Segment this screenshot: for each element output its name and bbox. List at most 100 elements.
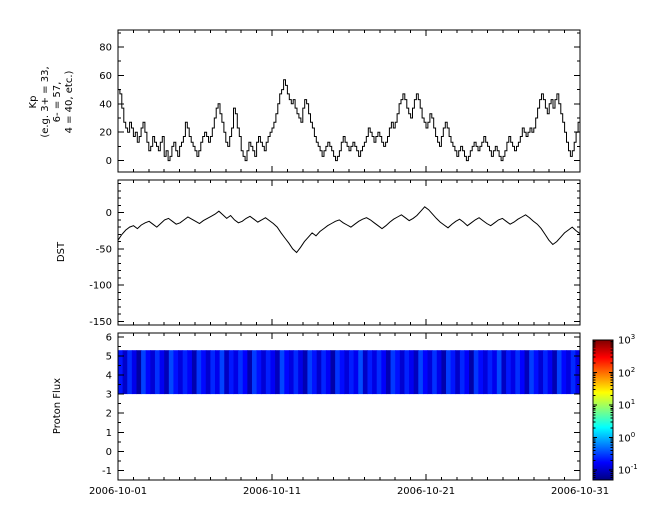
kp-axes-box [117, 29, 581, 173]
flux-column [575, 350, 581, 395]
y-tick-label: 40 [99, 99, 112, 110]
flux-column [127, 350, 133, 395]
flux-column [390, 350, 396, 395]
y-tick-label: 1 [106, 428, 112, 439]
flux-column [321, 350, 327, 395]
y-tick-label: 2 [106, 409, 112, 420]
flux-column [187, 350, 193, 395]
flux-column [556, 350, 563, 395]
x-tick-label-2: 2006-10-11 [242, 486, 302, 497]
flux-column [215, 350, 221, 395]
y-tick-label: 0 [106, 208, 112, 219]
flux-column [182, 350, 188, 395]
flux-column [307, 350, 313, 395]
y-tick-label: 0 [106, 447, 112, 458]
flux-column [385, 350, 392, 395]
colorbar-tick-label: 101 [618, 398, 636, 412]
flux-column [210, 350, 216, 395]
flux-column [367, 350, 373, 395]
flux-column [510, 350, 516, 395]
y-tick-label: 4 [106, 371, 112, 382]
dst-panel: 0 -50 -100 -150 [89, 179, 581, 328]
flux-column [224, 350, 230, 395]
flux-column [459, 350, 465, 395]
y-tick-label: -50 [96, 244, 112, 255]
flux-column [228, 350, 234, 395]
flux-column [501, 350, 507, 395]
flux-column [196, 350, 202, 395]
flux-column [404, 350, 410, 395]
flux-column [154, 350, 161, 395]
flux-column [131, 350, 137, 395]
flux-column [298, 350, 304, 395]
kp-axis-label: Kp (e.g. 3+ = 33, 6- = 57, 4 = 40, etc.) [28, 66, 75, 138]
flux-column [506, 350, 512, 395]
flux-column [265, 350, 271, 395]
flux-column [422, 350, 429, 395]
flux-column [533, 350, 539, 395]
flux-column [284, 350, 290, 395]
flux-column [251, 350, 258, 395]
flux-column [293, 350, 299, 395]
flux-column [339, 350, 345, 395]
flux-column [469, 350, 475, 395]
flux-column [543, 350, 549, 395]
flux-column [473, 350, 479, 395]
flux-column [219, 350, 225, 395]
colorbar-gradient [593, 340, 613, 480]
colorbar-tick-label: 102 [618, 365, 636, 379]
flux-column [561, 350, 567, 395]
flux-column [256, 350, 262, 395]
flux-column [492, 350, 498, 395]
flux-column [242, 350, 248, 395]
flux-column [482, 350, 489, 395]
flux-column [547, 350, 553, 395]
flux-column [538, 350, 544, 395]
flux-column [330, 350, 336, 395]
flux-column [566, 350, 572, 395]
y-tick-label: 20 [99, 128, 112, 139]
y-tick-label: 5 [106, 351, 112, 362]
flux-column [353, 350, 359, 395]
flux-column [362, 350, 368, 395]
kp-line [118, 79, 580, 162]
flux-column [515, 350, 521, 395]
flux-column [270, 350, 276, 395]
flux-column [399, 350, 405, 395]
flux-column [288, 350, 295, 395]
kp-panel: 0 20 40 60 80 [99, 29, 581, 173]
colorbar-tick-label: 10-1 [618, 463, 638, 477]
flux-column [413, 350, 419, 395]
y-tick-label: -150 [89, 317, 112, 328]
flux-column [316, 350, 322, 395]
flux-column [233, 350, 239, 395]
flux-column [191, 350, 198, 395]
flux-column [432, 350, 438, 395]
colorbar [592, 339, 614, 481]
flux-column [164, 350, 170, 395]
flux-column [372, 350, 378, 395]
dst-axis-label: DST [56, 241, 67, 263]
flux-column [436, 350, 442, 395]
flux-column [173, 350, 179, 395]
flux-column [178, 350, 184, 395]
x-tick-label-1: 2006-10-01 [88, 486, 148, 497]
x-tick-label-3: 2006-10-21 [396, 486, 456, 497]
y-tick-label: 3 [106, 390, 112, 401]
y-tick-label: 60 [99, 71, 112, 82]
flux-column [279, 350, 285, 395]
flux-column [427, 350, 433, 395]
flux-column [446, 350, 452, 395]
flux-column [122, 350, 128, 395]
flux-column [376, 350, 382, 395]
colorbar-tick-label: 100 [618, 430, 636, 444]
flux-column [455, 350, 461, 395]
flux-column [570, 350, 576, 395]
y-tick-label: -100 [89, 281, 112, 292]
flux-column [395, 350, 401, 395]
flux-column [159, 350, 165, 395]
flux-column [344, 350, 350, 395]
flux-column [118, 350, 124, 395]
flux-column [335, 350, 341, 395]
